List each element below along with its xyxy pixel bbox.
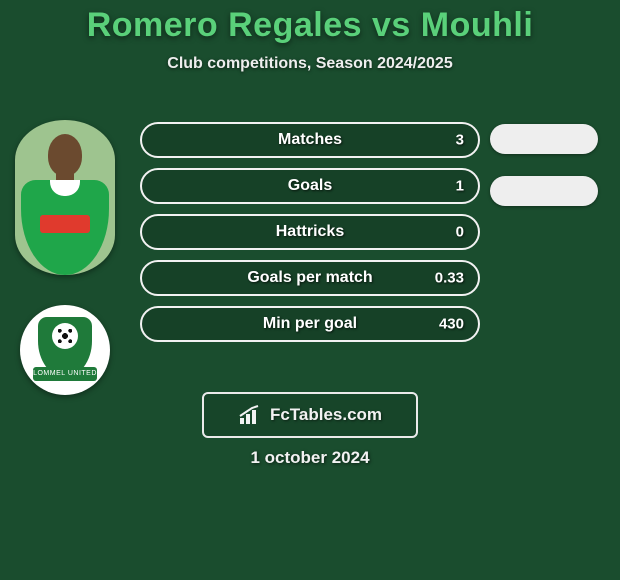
club-badge-ball <box>52 323 78 349</box>
club-badge-banner: LOMMEL UNITED <box>33 367 97 381</box>
footer-date: 1 october 2024 <box>0 448 620 468</box>
stat-row-goals-per-match: Goals per match 0.33 <box>140 260 480 296</box>
stat-value: 1 <box>456 178 464 195</box>
stat-value: 430 <box>439 316 464 333</box>
stats-list: Matches 3 Goals 1 Hattricks 0 Goals per … <box>140 122 480 342</box>
brand-text: FcTables.com <box>270 405 382 425</box>
club-badge: LOMMEL UNITED <box>20 305 110 395</box>
stat-row-goals: Goals 1 <box>140 168 480 204</box>
left-column: LOMMEL UNITED <box>10 120 120 395</box>
title-player-a: Romero Regales <box>87 6 362 44</box>
stat-label: Goals <box>288 177 332 195</box>
title-player-b: Mouhli <box>421 6 534 44</box>
side-pills <box>490 124 598 206</box>
stat-row-min-per-goal: Min per goal 430 <box>140 306 480 342</box>
stat-row-hattricks: Hattricks 0 <box>140 214 480 250</box>
stat-row-matches: Matches 3 <box>140 122 480 158</box>
player-avatar <box>15 120 115 275</box>
side-pill <box>490 124 598 154</box>
stat-value: 3 <box>456 132 464 149</box>
chart-icon <box>238 404 264 426</box>
stat-label: Min per goal <box>263 315 357 333</box>
avatar-sponsor <box>40 215 90 233</box>
stat-value: 0.33 <box>435 270 464 287</box>
stat-label: Matches <box>278 131 342 149</box>
title-vs: vs <box>372 6 411 44</box>
brand-box: FcTables.com <box>202 392 418 438</box>
subtitle: Club competitions, Season 2024/2025 <box>0 55 620 73</box>
page-title: Romero Regales vs Mouhli <box>0 0 620 45</box>
stat-label: Hattricks <box>276 223 344 241</box>
stat-value: 0 <box>456 224 464 241</box>
side-pill <box>490 176 598 206</box>
stat-label: Goals per match <box>247 269 372 287</box>
